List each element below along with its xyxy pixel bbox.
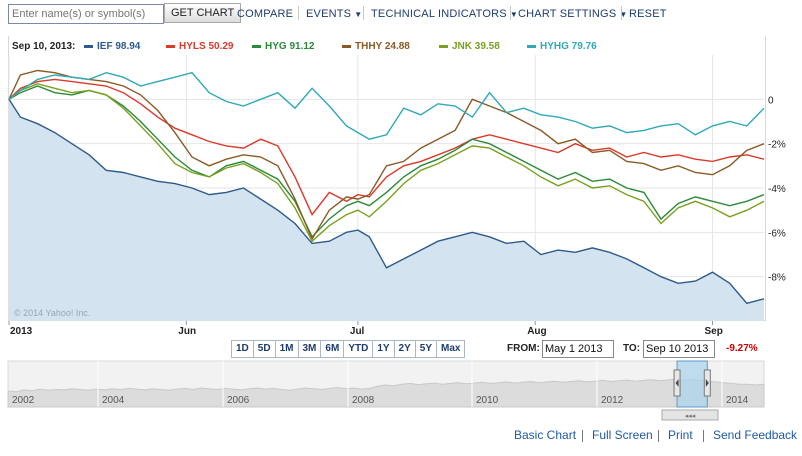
main-chart[interactable]: 0 -2% -4% -6% -8% 2013 Jun Jul Aug Sep © 2014 Ya… [0,0,802,340]
caret-down-icon: ▼ [354,10,363,19]
y-tick-label: -6% [768,228,786,239]
grip-arrow-icon [675,379,679,387]
from-date-input[interactable]: May 1 2013 [542,340,614,358]
range-button-1d[interactable]: 1D [232,341,254,357]
range-button-1m[interactable]: 1M [276,341,299,357]
footer-separator [658,430,659,442]
legend-item-1[interactable]: HYLS 50.29 [166,41,233,52]
range-button-5d[interactable]: 5D [254,341,276,357]
x-tick-label: Jul [350,326,365,337]
legend-label: HYHG 79.76 [540,41,597,52]
legend-swatch [252,44,261,48]
x-tick-label: Jun [178,326,196,337]
navigator-year-label: 2004 [102,395,125,406]
range-button-max[interactable]: Max [441,343,461,354]
legend-swatch [439,44,448,48]
legend-label: HYG 91.12 [265,41,315,52]
footer-separator [582,430,583,442]
get-chart-button[interactable]: GET CHART [164,3,242,23]
toolbar: GET CHART COMPARE EVENTS▼ TECHNICAL INDI… [0,0,802,28]
series-line-jnk[interactable] [8,83,765,243]
symbol-search-input[interactable] [8,4,164,24]
range-buttons: 1D 5D 1M 3M 6M YTD 1Y 2Y 5Y Max [231,340,466,358]
basic-chart-link[interactable]: Basic Chart [514,428,577,442]
from-label: FROM: [507,343,540,354]
legend-label: IEF 98.94 [97,41,141,52]
navigator-year-label: 2010 [476,395,499,406]
navigator-year-label: 2006 [227,395,250,406]
series-line-hyhg[interactable] [8,71,765,140]
percent-change: -9.27% [726,343,758,354]
range-button-ytd[interactable]: YTD [344,341,374,357]
timeline-navigator[interactable]: 2002 2004 2006 2008 2010 2012 2014 ◂◂◂ [0,360,802,422]
menu-separator [363,6,364,20]
reset-button[interactable]: RESET [629,8,667,20]
legend-label: HYLS 50.29 [179,41,234,52]
range-button-3m[interactable]: 3M [299,341,322,357]
navigator-selection[interactable] [676,360,708,408]
legend-swatch [166,44,175,48]
x-tick-label: Aug [527,326,546,337]
legend-item-3[interactable]: THHY 24.88 [342,41,410,52]
series-area-ief [9,99,764,321]
scrollbar-grip-icon: ◂◂◂ [685,413,696,420]
technical-indicators-label: TECHNICAL INDICATORS [371,8,507,20]
range-button-2y[interactable]: 2Y [395,341,416,357]
x-tick-label: Sep [705,326,723,337]
legend-item-5[interactable]: HYHG 79.76 [527,41,597,52]
series-line-hyls[interactable] [8,78,765,216]
legend-swatch [84,44,93,48]
events-label: EVENTS [306,8,352,20]
series-line-thhy[interactable] [8,69,765,241]
y-tick-label: -2% [768,140,786,151]
y-tick-label: 0 [768,95,774,106]
footer-separator [703,430,704,442]
x-tick-label: 2013 [10,326,33,337]
menu-separator [510,6,511,20]
legend-swatch [342,44,351,48]
events-menu[interactable]: EVENTS ▼ [306,8,362,20]
menu-separator [298,6,299,20]
watermark-text: © 2014 Yahoo! Inc. [14,308,90,318]
menu-separator [621,6,622,20]
chart-settings-label: CHART SETTINGS [518,8,617,20]
y-tick-label: -8% [768,273,786,284]
caret-down-icon: ▼ [509,10,518,19]
caret-down-icon: ▼ [619,10,628,19]
series-line-hyg[interactable] [8,85,765,239]
technical-indicators-menu[interactable]: TECHNICAL INDICATORS ▼ [371,8,518,20]
legend-item-4[interactable]: JNK 39.58 [439,41,500,52]
navigator-year-label: 2012 [601,395,624,406]
grip-arrow-icon [705,379,709,387]
navigator-scrollbar[interactable] [661,409,719,421]
navigator-year-label: 2014 [726,395,749,406]
y-tick-label: -4% [768,184,786,195]
legend-label: JNK 39.58 [452,41,500,52]
legend-item-2[interactable]: HYG 91.12 [252,41,314,52]
range-button-5y[interactable]: 5Y [416,341,438,357]
chart-legend: Sep 10, 2013: IEF 98.94 HYLS 50.29 HYG 91.… [8,37,764,55]
legend-label: THHY 24.88 [355,41,410,52]
to-date-input[interactable]: Sep 10 2013 [643,340,715,358]
compare-menu[interactable]: COMPARE [237,8,294,20]
legend-date: Sep 10, 2013: [12,41,76,52]
to-label: TO: [623,343,641,354]
send-feedback-link[interactable]: Send Feedback [713,428,798,442]
full-screen-link[interactable]: Full Screen [592,428,653,442]
legend-item-0[interactable]: IEF 98.94 [84,41,140,52]
range-button-6m[interactable]: 6M [321,341,345,357]
navigator-year-label: 2002 [12,395,35,406]
chart-settings-menu[interactable]: CHART SETTINGS ▼ [518,8,627,20]
series-line-ief[interactable] [8,98,765,305]
navigator-year-label: 2008 [352,395,375,406]
range-button-1y[interactable]: 1Y [373,341,395,357]
legend-swatch [527,44,536,48]
print-link[interactable]: Print [668,428,693,442]
